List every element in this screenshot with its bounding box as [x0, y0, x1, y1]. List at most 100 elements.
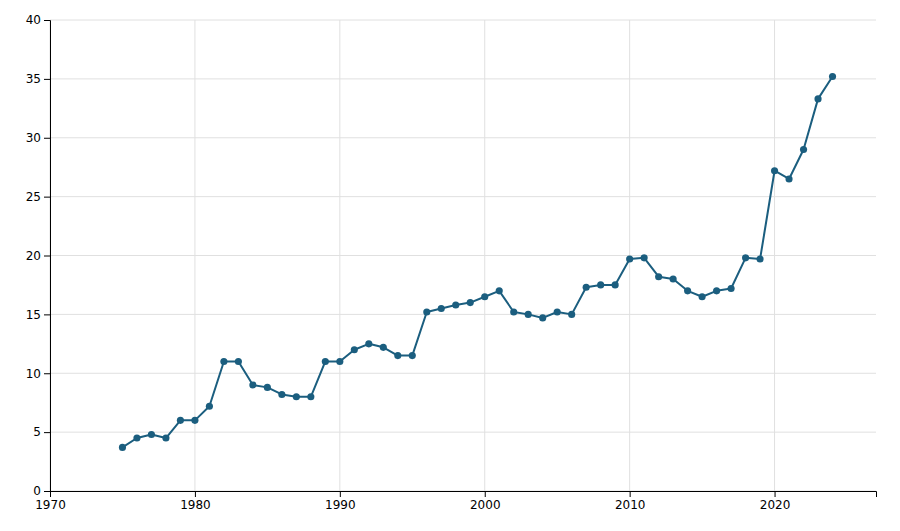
point	[162, 434, 169, 441]
tick-mark	[630, 491, 631, 497]
tick-label: 30	[26, 131, 41, 145]
point	[626, 255, 633, 262]
point	[829, 73, 836, 80]
point	[249, 381, 256, 388]
tick: 20	[26, 249, 50, 263]
point	[800, 146, 807, 153]
tick-mark	[44, 373, 50, 374]
tick-mark	[44, 197, 50, 198]
tick-label: 1990	[325, 498, 356, 512]
tick-label: 2020	[760, 498, 791, 512]
point	[612, 281, 619, 288]
tick-label: 35	[26, 72, 41, 86]
point	[713, 287, 720, 294]
tick-label: 0	[33, 484, 41, 498]
point	[496, 287, 503, 294]
marks	[119, 73, 836, 451]
tick-label: 2000	[470, 498, 501, 512]
axis-line	[44, 21, 51, 492]
point	[293, 393, 300, 400]
point	[133, 434, 140, 441]
point	[119, 444, 126, 451]
point	[351, 346, 358, 353]
point	[264, 384, 271, 391]
grid-line	[50, 20, 876, 21]
point	[742, 254, 749, 261]
tick-mark	[485, 491, 486, 497]
point	[525, 311, 532, 318]
tick-label: 1970	[35, 498, 66, 512]
point	[235, 358, 242, 365]
point	[380, 344, 387, 351]
tick: 2000	[470, 491, 501, 512]
tick-mark	[44, 256, 50, 257]
grid-line	[339, 20, 340, 491]
point	[597, 281, 604, 288]
axis-line	[51, 492, 877, 498]
point	[510, 308, 517, 315]
point	[409, 352, 416, 359]
point	[757, 255, 764, 262]
chart: 1970 1980 1990 2000 2010 2020 0 5 10 15 20 25 30 35 40	[0, 0, 900, 531]
grid-line	[50, 196, 876, 197]
point	[191, 417, 198, 424]
tick: 10	[26, 367, 50, 381]
point	[322, 358, 329, 365]
point	[641, 254, 648, 261]
point	[771, 167, 778, 174]
point	[307, 393, 314, 400]
point	[814, 95, 821, 102]
tick: 30	[26, 131, 50, 145]
grid-line	[50, 314, 876, 315]
tick-label: 10	[26, 367, 41, 381]
tick-mark	[44, 79, 50, 80]
point	[278, 391, 285, 398]
grid-line	[50, 255, 876, 256]
tick: 0	[33, 484, 50, 498]
tick-mark	[44, 314, 50, 315]
tick: 25	[26, 190, 50, 204]
tick: 40	[26, 13, 50, 27]
point	[684, 287, 691, 294]
point	[785, 175, 792, 182]
tick-mark	[44, 491, 50, 492]
tick-mark	[44, 432, 50, 433]
x-axis: 1970 1980 1990 2000 2010 2020	[35, 491, 876, 512]
point	[438, 305, 445, 312]
tick: 2010	[615, 491, 646, 512]
point	[728, 285, 735, 292]
tick: 1990	[325, 491, 356, 512]
point	[423, 308, 430, 315]
point	[467, 299, 474, 306]
y-axis: 0 5 10 15 20 25 30 35 40	[26, 13, 51, 498]
point	[365, 340, 372, 347]
point	[452, 301, 459, 308]
point	[583, 284, 590, 291]
point	[655, 273, 662, 280]
tick: 2020	[760, 491, 791, 512]
tick: 5	[33, 425, 50, 439]
tick-label: 5	[33, 425, 41, 439]
point	[481, 293, 488, 300]
tick-label: 25	[26, 190, 41, 204]
tick-mark	[195, 491, 196, 497]
point	[568, 311, 575, 318]
tick-label: 15	[26, 308, 41, 322]
tick: 1980	[180, 491, 211, 512]
point	[670, 275, 677, 282]
tick-mark	[44, 20, 50, 21]
point	[539, 314, 546, 321]
point	[394, 352, 401, 359]
tick: 35	[26, 72, 50, 86]
grid-line	[50, 137, 876, 138]
line	[122, 77, 832, 448]
point	[336, 358, 343, 365]
tick-mark	[44, 138, 50, 139]
grid	[50, 20, 876, 491]
grid-line	[50, 78, 876, 79]
tick-label: 1980	[180, 498, 211, 512]
tick-label: 2010	[615, 498, 646, 512]
grid-line	[774, 20, 775, 491]
point	[220, 358, 227, 365]
point	[699, 293, 706, 300]
